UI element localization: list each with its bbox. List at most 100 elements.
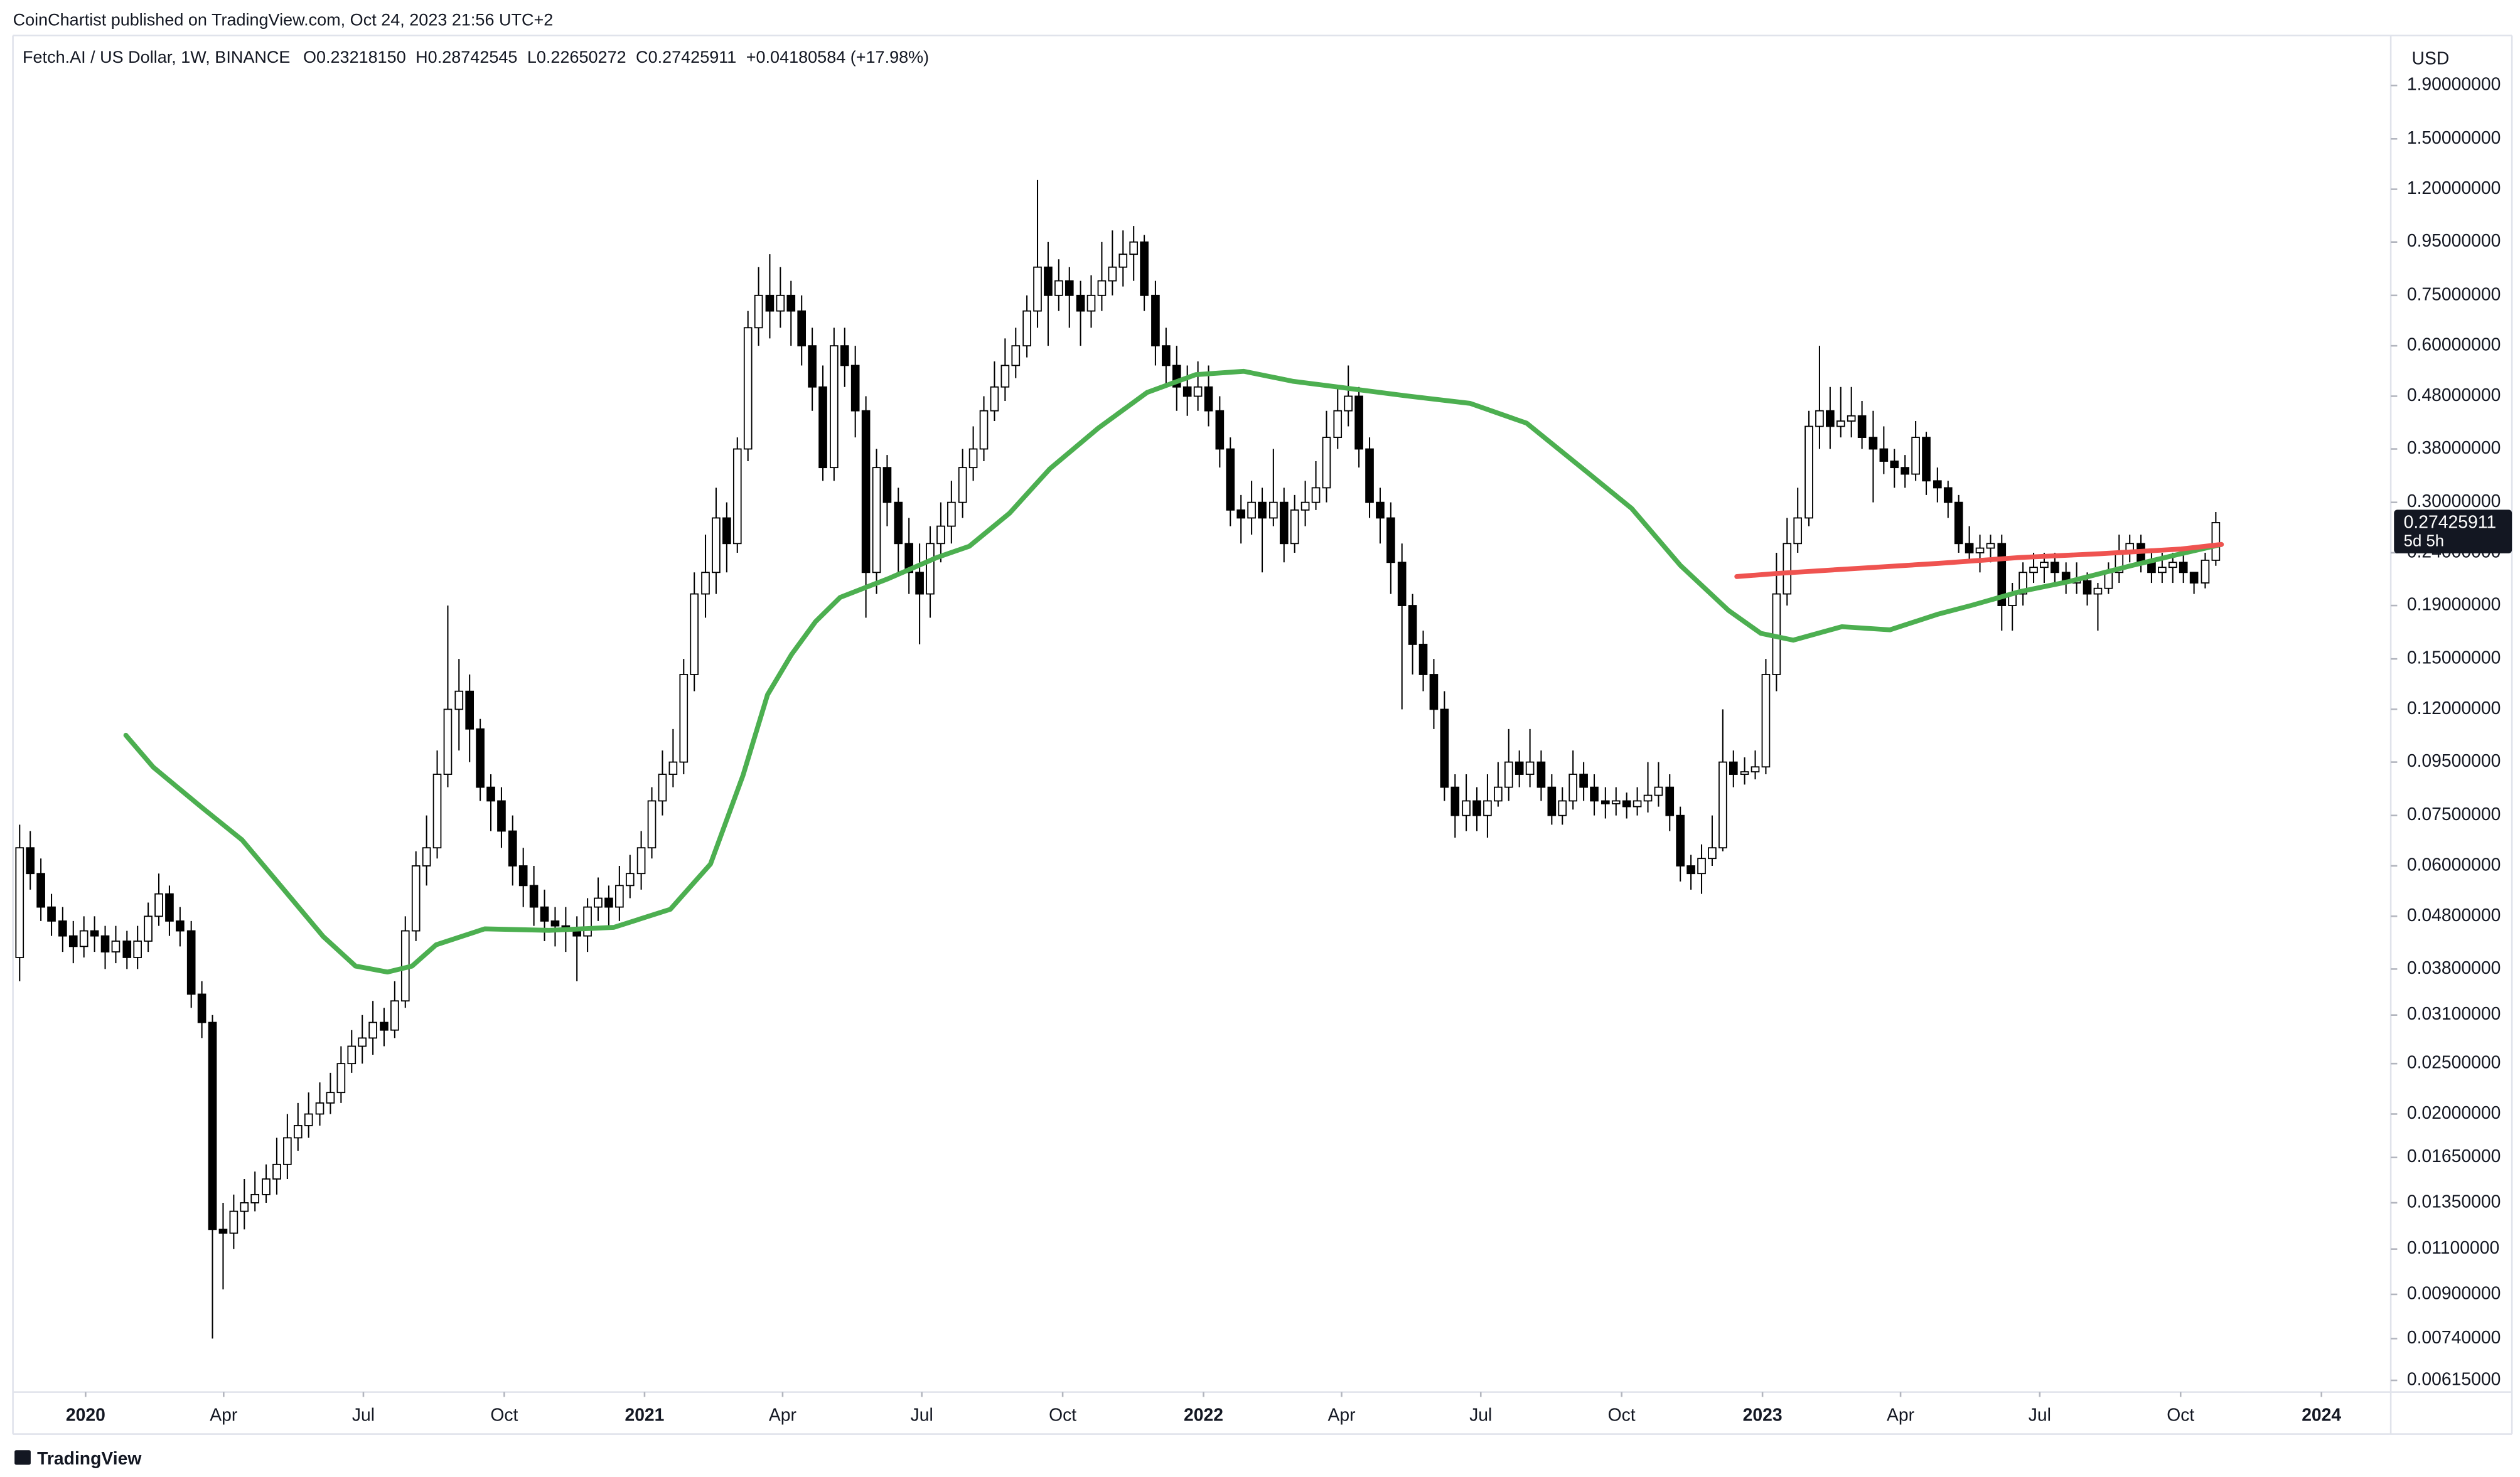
candle-body xyxy=(1761,674,1771,768)
candle-body xyxy=(262,1178,271,1195)
y-tick-label: 0.09500000 xyxy=(2407,750,2501,770)
candle-body xyxy=(1793,517,1803,545)
candle-body xyxy=(1290,509,1299,545)
candle-body xyxy=(1536,761,1546,788)
candle-body xyxy=(1129,241,1139,255)
price-tag-countdown: 5d 5h xyxy=(2404,533,2444,550)
candle-body xyxy=(315,1102,324,1115)
candle-body xyxy=(529,885,539,908)
candle-body xyxy=(701,572,710,595)
candle-body xyxy=(1847,415,1856,422)
candle-body xyxy=(894,501,903,545)
candle-body xyxy=(36,873,45,908)
candle-body xyxy=(1751,766,1760,772)
x-tick-label: Apr xyxy=(1887,1405,1914,1425)
candle-body xyxy=(1494,786,1503,802)
candle-body xyxy=(668,761,678,775)
candle-body xyxy=(1879,448,1889,462)
candle-body xyxy=(422,847,431,866)
candles xyxy=(15,179,2221,1339)
y-tick-label: 0.75000000 xyxy=(2407,284,2501,304)
x-tick-label: Apr xyxy=(210,1405,237,1425)
ohlc-value: H0.28742545 xyxy=(416,48,517,67)
y-tick-label: 0.00615000 xyxy=(2407,1368,2501,1389)
candle-body xyxy=(818,386,827,469)
x-tick-label: 2022 xyxy=(1184,1405,1223,1425)
candle-body xyxy=(2189,572,2199,584)
y-tick-label: 1.50000000 xyxy=(2407,127,2501,147)
candle-body xyxy=(2201,559,2210,584)
candle-body xyxy=(15,847,24,958)
candle-body xyxy=(133,941,142,958)
y-tick-label: 0.03800000 xyxy=(2407,957,2501,978)
y-tick-label: 0.01350000 xyxy=(2407,1191,2501,1211)
candle-body xyxy=(111,941,121,952)
candle-body xyxy=(1890,461,1899,469)
logo-icon xyxy=(14,1450,31,1465)
candle-body xyxy=(1504,761,1513,788)
candle-body xyxy=(1622,800,1631,808)
candle-body xyxy=(1151,294,1160,347)
ohlc-legend: O0.23218150 H0.28742545 L0.22650272 C0.2742… xyxy=(303,48,929,67)
candle-body xyxy=(926,543,935,595)
candle-body xyxy=(1386,517,1395,563)
candle-body xyxy=(550,920,560,927)
candle-body xyxy=(1815,410,1824,427)
candle-body xyxy=(776,294,785,312)
x-tick-label: Jul xyxy=(1469,1405,1492,1425)
candle-body xyxy=(958,467,967,503)
candle-body xyxy=(154,893,163,917)
candle-body xyxy=(830,345,839,469)
x-tick-label: Apr xyxy=(1327,1405,1355,1425)
candle-body xyxy=(658,774,667,802)
candle-body xyxy=(743,327,753,450)
y-tick-label: 0.95000000 xyxy=(2407,230,2501,250)
candle-body xyxy=(1740,771,1749,775)
candle-body xyxy=(508,830,517,866)
candle-body xyxy=(1601,800,1610,804)
y-tick-label: 0.48000000 xyxy=(2407,385,2501,405)
candle-body xyxy=(1697,858,1706,875)
candle-body xyxy=(604,897,613,908)
currency: USD xyxy=(2412,48,2450,68)
y-tick-label: 0.03100000 xyxy=(2407,1003,2501,1023)
candle-body xyxy=(1429,674,1439,710)
candle-body xyxy=(476,728,485,788)
candle-body xyxy=(1086,294,1096,312)
candle-body xyxy=(1901,467,1910,475)
candle-body xyxy=(1954,501,1963,545)
candle-body xyxy=(786,294,796,312)
y-tick-label: 0.60000000 xyxy=(2407,334,2501,355)
candle-body xyxy=(1933,480,1942,489)
candle-body xyxy=(625,873,635,887)
candle-body xyxy=(165,893,174,922)
average-line xyxy=(1734,541,2224,579)
y-tick-label: 0.00740000 xyxy=(2407,1327,2501,1347)
candle-body xyxy=(2019,572,2027,595)
candle-body xyxy=(68,935,78,947)
candle-body xyxy=(572,930,582,937)
candle-body xyxy=(1643,794,1653,802)
candle-body xyxy=(1108,266,1117,282)
candle-body xyxy=(797,310,807,347)
candle-body xyxy=(1333,410,1343,438)
y-tick-label: 0.04800000 xyxy=(2407,905,2501,925)
candle-body xyxy=(636,847,646,875)
x-tick-label: 2024 xyxy=(2302,1405,2341,1425)
candle-body xyxy=(540,906,549,922)
candle-body xyxy=(1311,487,1321,503)
candle-body xyxy=(443,708,453,775)
candle-body xyxy=(208,1021,217,1230)
candle-body xyxy=(1365,448,1374,503)
y-tick-label: 0.12000000 xyxy=(2407,698,2501,718)
candle-body xyxy=(840,345,849,366)
candle-body xyxy=(690,593,699,675)
candle-body xyxy=(380,1021,389,1031)
candle-body xyxy=(1397,562,1407,606)
candle-body xyxy=(1182,386,1192,397)
candle-body xyxy=(197,993,206,1023)
candle-body xyxy=(754,294,763,329)
candle-body xyxy=(79,930,88,947)
candle-body xyxy=(732,448,742,545)
candle-body xyxy=(518,865,528,887)
